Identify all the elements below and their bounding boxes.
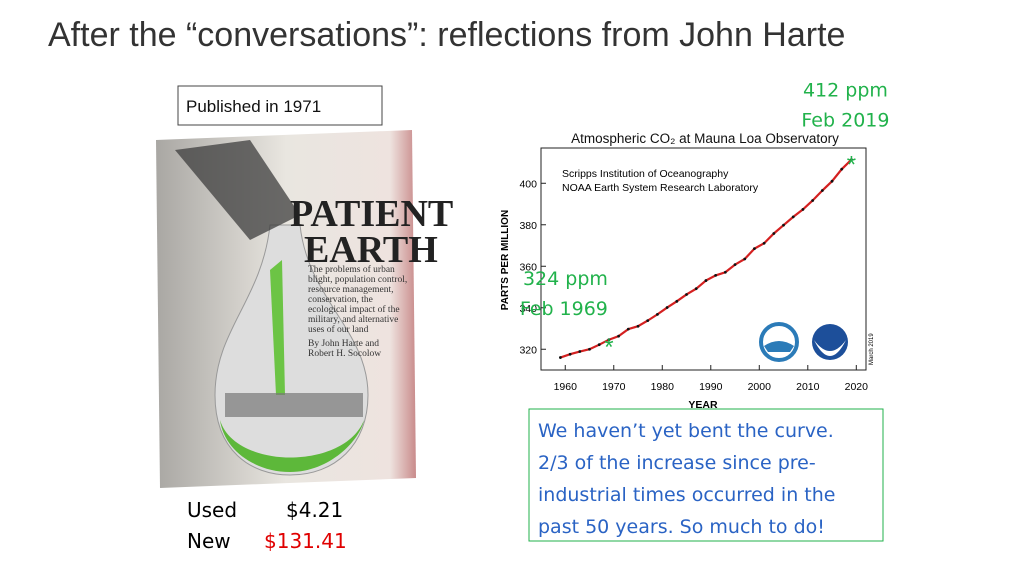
book-label: Published in 1971 xyxy=(186,97,321,116)
y-axis-label: PARTS PER MILLION xyxy=(500,210,511,310)
data-point xyxy=(772,232,776,235)
note-line: industrial times occurred in the xyxy=(538,484,835,506)
x-tick-label: 2000 xyxy=(748,381,772,393)
y-tick-label: 320 xyxy=(519,344,537,356)
data-point xyxy=(723,270,727,274)
y-tick-label: 360 xyxy=(519,261,537,273)
book-blurb: uses of our land xyxy=(308,324,369,335)
x-tick-label: 1990 xyxy=(699,381,723,393)
x-tick-label: 2010 xyxy=(796,381,820,393)
x-tick-label: 2020 xyxy=(845,381,869,393)
data-point xyxy=(830,179,834,183)
book-blurb: conservation, the xyxy=(308,295,373,305)
data-point xyxy=(782,223,785,227)
x-axis-label: YEAR xyxy=(688,399,718,411)
x-tick-label: 1960 xyxy=(554,381,578,393)
data-point xyxy=(626,327,630,331)
data-point xyxy=(811,199,815,202)
book-blurb: The problems of urban xyxy=(308,264,395,275)
data-point xyxy=(840,167,844,171)
note-line: 2/3 of the increase since pre- xyxy=(538,452,816,474)
note-line: We haven’t yet bent the curve. xyxy=(538,420,834,442)
data-point xyxy=(753,247,756,251)
book-blurb: ecological impact of the xyxy=(308,304,400,315)
chart-subtitle: Scripps Institution of Oceanography xyxy=(562,168,729,180)
price: $131.41 xyxy=(264,529,347,553)
data-point xyxy=(656,312,659,316)
data-point xyxy=(559,356,562,359)
data-point xyxy=(801,208,805,211)
y-tick-label: 340 xyxy=(519,303,537,315)
slide-title: After the “conversations”: reflections f… xyxy=(48,16,845,54)
data-point xyxy=(704,279,708,282)
book-authors: By John Harte and xyxy=(308,339,379,349)
book-cover: PATIENT EARTH The problems of urbanbligh… xyxy=(156,130,453,488)
data-point xyxy=(743,257,747,261)
data-point xyxy=(791,215,795,219)
book-blurb: blight, population control, xyxy=(308,275,407,285)
data-point xyxy=(617,334,621,338)
data-point xyxy=(685,293,688,296)
data-point xyxy=(568,352,572,356)
annotation-star: * xyxy=(847,151,856,178)
data-point xyxy=(665,306,669,309)
label-box xyxy=(177,85,383,126)
data-point xyxy=(607,338,611,342)
x-tick-label: 1970 xyxy=(602,381,626,393)
data-point xyxy=(578,350,582,353)
data-point xyxy=(597,343,601,347)
data-point xyxy=(762,241,766,245)
data-point xyxy=(646,319,650,323)
book-blurb: military, and alternative xyxy=(308,315,398,325)
annotation-label: Feb 2019 xyxy=(801,109,889,131)
flask-sediment xyxy=(225,393,363,417)
annotation-label: 324 ppm xyxy=(523,268,608,290)
book-authors: Robert H. Socolow xyxy=(308,349,381,359)
price-label: Used xyxy=(187,498,237,522)
logo xyxy=(759,322,848,362)
data-point xyxy=(675,299,679,303)
annotation-star: * xyxy=(604,334,613,361)
book-blurb: resource management, xyxy=(308,285,393,295)
book-title: PATIENT xyxy=(290,193,453,235)
price: $4.21 xyxy=(286,498,343,522)
chart-title: Atmospheric CO₂ at Mauna Loa Observatory xyxy=(571,131,839,146)
data-point xyxy=(588,347,591,351)
y-tick-label: 380 xyxy=(519,220,537,232)
annotation-label: 412 ppm xyxy=(803,79,888,101)
hand xyxy=(175,140,300,240)
plot-frame xyxy=(540,147,867,371)
x-tick-label: 1980 xyxy=(651,381,675,393)
data-point xyxy=(733,263,737,267)
chart-subtitle: NOAA Earth System Research Laboratory xyxy=(562,182,759,194)
data-point xyxy=(636,324,640,328)
note-line: past 50 years. So much to do! xyxy=(538,516,825,538)
flask-liquid xyxy=(220,420,364,472)
book-title: EARTH xyxy=(304,229,438,271)
data-point xyxy=(820,189,824,192)
y-tick-label: 400 xyxy=(519,178,537,190)
stream xyxy=(270,260,285,395)
note-box xyxy=(528,408,884,542)
price-label: New xyxy=(187,529,231,553)
data-point xyxy=(714,273,718,277)
data-point xyxy=(850,158,853,162)
chart-stamp: March 2019 xyxy=(869,333,875,365)
data-point xyxy=(694,287,698,291)
annotation-label: Feb 1969 xyxy=(520,298,608,320)
